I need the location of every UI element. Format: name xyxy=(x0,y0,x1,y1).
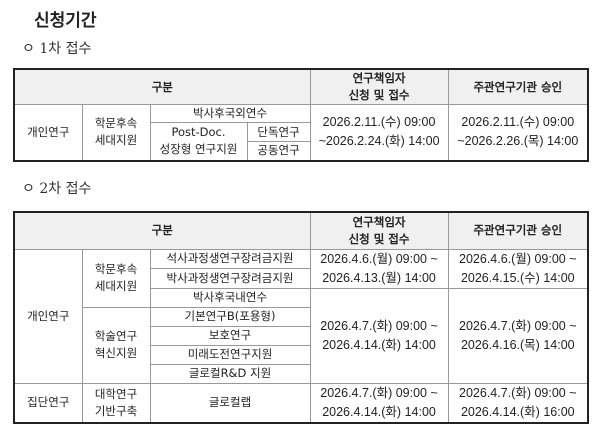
cell-type: 집단연구 xyxy=(13,382,83,423)
cell-item: 박사후국외연수 xyxy=(149,104,311,123)
round2-heading: ㅇ 2차 접수 xyxy=(22,181,92,197)
cell-group: 학문후속 세대지원 xyxy=(81,248,151,308)
cell-item: 석사과정생연구장려금지원 xyxy=(149,248,311,269)
cell-approval-period: 2026.4.7.(화) 09:00 ~ 2026.4.14.(화) 16:00 xyxy=(447,382,589,423)
cell-approval-period: 2026.4.6.(월) 09:00 ~ 2026.4.15.(수) 14:00 xyxy=(447,248,589,289)
cell-group: 대학연구 기반구축 xyxy=(81,382,151,423)
cell-item: 글로컬R&D 지원 xyxy=(149,363,311,384)
cell-approval-period: 2026.2.11.(수) 09:00 ~2026.2.26.(목) 14:00 xyxy=(447,104,589,161)
header-approval: 주관연구기관 승인 xyxy=(447,68,589,105)
cell-item: 박사후국내연수 xyxy=(149,287,311,308)
page-title: 신청기간 xyxy=(34,11,97,31)
cell-item: Post-Doc. 성장형 연구지원 xyxy=(149,122,248,161)
round2-table: 구분 연구책임자 신청 및 접수 주관연구기관 승인 개인연구 학문후속 세대지… xyxy=(13,211,590,424)
cell-type: 개인연구 xyxy=(13,248,83,384)
cell-group: 학문후속 세대지원 xyxy=(81,104,151,161)
header-approval: 주관연구기관 승인 xyxy=(447,211,589,250)
cell-subitem: 공동연구 xyxy=(246,141,311,161)
cell-item: 기본연구B(포용형) xyxy=(149,306,311,327)
cell-item: 박사과정생연구장려금지원 xyxy=(149,268,311,289)
cell-applicant-period: 2026.4.7.(화) 09:00 ~ 2026.4.14.(화) 14:00 xyxy=(309,382,449,423)
cell-subitem: 단독연구 xyxy=(246,122,311,142)
cell-applicant-period: 2026.4.6.(월) 09:00 ~ 2026.4.13.(월) 14:00 xyxy=(309,248,449,289)
cell-group: 학술연구 혁신지원 xyxy=(81,306,151,384)
header-category: 구분 xyxy=(13,68,311,105)
header-category: 구분 xyxy=(13,211,311,250)
header-applicant: 연구책임자 신청 및 접수 xyxy=(309,68,449,105)
round1-table: 구분 연구책임자 신청 및 접수 주관연구기관 승인 개인연구 학문후속 세대지… xyxy=(13,68,590,162)
cell-applicant-period: 2026.4.7.(화) 09:00 ~ 2026.4.14.(화) 14:00 xyxy=(309,287,449,384)
cell-approval-period: 2026.4.7.(화) 09:00 ~ 2026.4.16.(목) 14:00 xyxy=(447,287,589,384)
round1-heading: ㅇ 1차 접수 xyxy=(22,41,92,57)
cell-item: 미래도전연구지원 xyxy=(149,344,311,365)
cell-type: 개인연구 xyxy=(13,104,83,161)
cell-item: 글로컬랩 xyxy=(149,382,311,423)
header-applicant: 연구책임자 신청 및 접수 xyxy=(309,211,449,250)
cell-applicant-period: 2026.2.11.(수) 09:00 ~2026.2.24.(화) 14:00 xyxy=(309,104,449,161)
cell-item: 보호연구 xyxy=(149,325,311,346)
